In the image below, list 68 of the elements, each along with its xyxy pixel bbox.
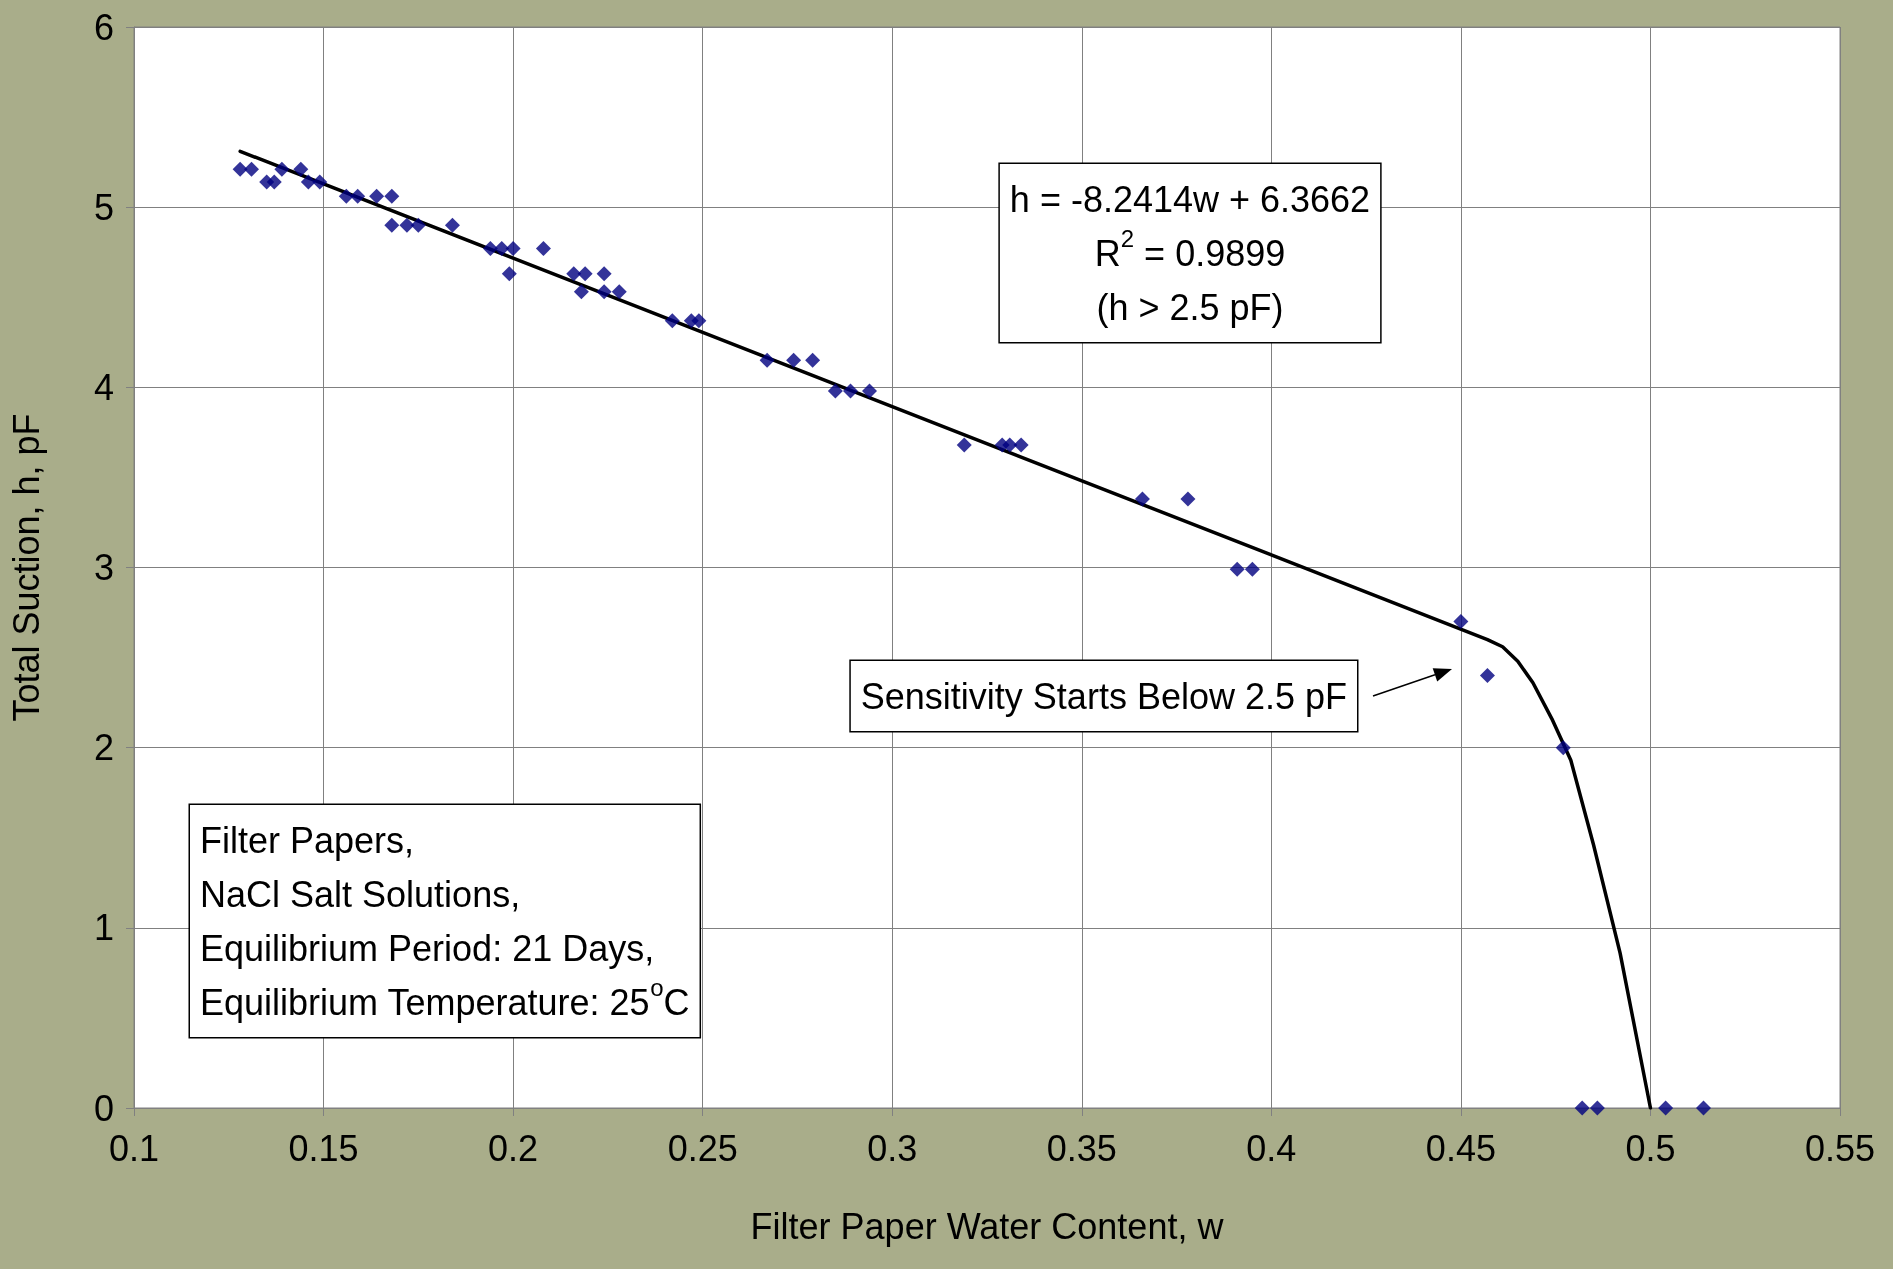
point: [444, 217, 460, 233]
point: [244, 161, 260, 177]
x-tick-label: 0.25: [667, 1127, 738, 1169]
point: [274, 161, 290, 177]
point: [1479, 668, 1495, 684]
point: [369, 188, 385, 204]
y-tick-label: 6: [93, 6, 114, 48]
point: [1134, 491, 1150, 507]
x-tick-label: 0.1: [108, 1127, 160, 1169]
annotation: Sensitivity Starts Below 2.5 pF: [860, 675, 1347, 717]
x-tick-label: 0.15: [288, 1127, 359, 1169]
point: [535, 241, 551, 257]
point: [266, 174, 282, 190]
y-tick-label: 0: [93, 1087, 114, 1129]
point: [501, 266, 517, 282]
point: [573, 284, 589, 300]
point: [577, 266, 593, 282]
point: [384, 217, 400, 233]
y-axis-title: Total Suction, h, pF: [5, 413, 47, 722]
point: [1658, 1100, 1674, 1116]
point: [691, 313, 707, 329]
point: [300, 174, 316, 190]
point: [505, 241, 521, 257]
point: [805, 352, 821, 368]
y-tick-label: 3: [93, 547, 114, 588]
point: [1453, 614, 1469, 630]
point: [312, 174, 328, 190]
point: [494, 241, 510, 257]
point: [482, 241, 498, 257]
point: [399, 217, 415, 233]
point: [827, 383, 843, 399]
y-tick-label: 1: [93, 907, 114, 949]
x-axis-title: Filter Paper Water Content, w: [750, 1205, 1225, 1247]
y-tick-label: 5: [93, 186, 114, 228]
point: [1589, 1100, 1605, 1116]
point: [664, 313, 680, 329]
point: [1574, 1100, 1590, 1116]
point: [1555, 740, 1571, 756]
y-tick-label: 4: [93, 366, 114, 408]
point: [410, 217, 426, 233]
x-tick-label: 0.3: [867, 1127, 918, 1169]
point: [566, 266, 582, 282]
point: [843, 383, 859, 399]
point: [232, 161, 248, 177]
point: [293, 161, 309, 177]
point: [956, 437, 972, 453]
point: [338, 188, 354, 204]
point: [596, 266, 612, 282]
x-tick-label: 0.4: [1246, 1127, 1297, 1169]
point: [1180, 491, 1196, 507]
x-tick-label: 0.2: [488, 1127, 539, 1169]
point: [611, 284, 627, 300]
x-tick-label: 0.45: [1425, 1127, 1496, 1169]
x-tick-label: 0.35: [1046, 1127, 1117, 1169]
point: [596, 284, 612, 300]
x-tick-label: 0.55: [1804, 1127, 1876, 1169]
point: [350, 188, 366, 204]
point: [1229, 561, 1245, 577]
point: [1002, 437, 1018, 453]
point: [861, 383, 877, 399]
point: [1013, 437, 1029, 453]
y-tick-label: 2: [93, 727, 114, 769]
point: [384, 188, 400, 204]
x-tick-label: 0.5: [1625, 1127, 1676, 1169]
point: [1696, 1100, 1712, 1116]
point: [759, 352, 775, 368]
point: [786, 352, 802, 368]
point: [1244, 561, 1260, 577]
